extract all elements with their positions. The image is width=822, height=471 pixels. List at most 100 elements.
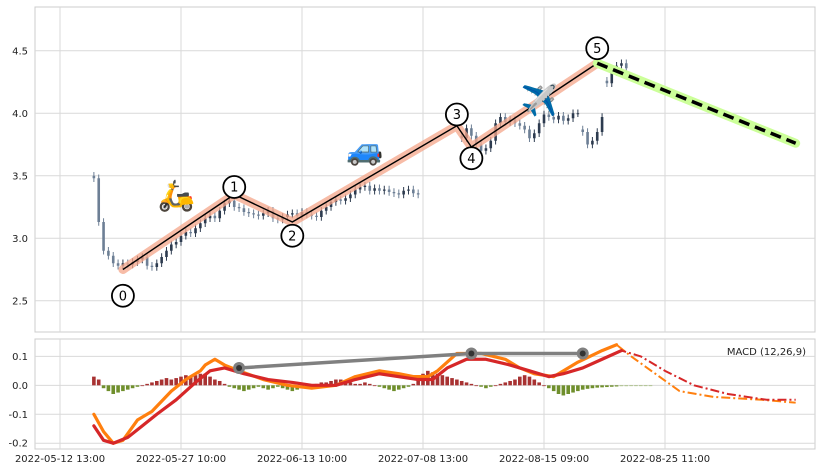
candle-body — [489, 140, 493, 149]
candle-body — [353, 189, 357, 195]
macd-histogram-bar — [401, 385, 406, 389]
macd-histogram-bar — [188, 376, 193, 386]
macd-histogram-bar — [440, 375, 445, 386]
candle-body — [261, 213, 265, 216]
price-forecast — [592, 58, 801, 148]
macd-histogram-bar — [600, 385, 604, 388]
candle-body — [160, 257, 163, 264]
wave-label: 1 — [230, 181, 238, 196]
macd-y-tick: 0.1 — [12, 352, 28, 363]
macd-histogram-bar — [203, 373, 207, 386]
macd-histogram-bar — [392, 385, 396, 392]
candle-body — [247, 212, 251, 214]
candle-body — [184, 232, 188, 236]
candle-body — [595, 132, 599, 141]
candle-body — [528, 129, 531, 139]
macd-histogram-bar — [101, 385, 106, 389]
candle-body — [344, 198, 347, 201]
candle-body — [552, 117, 555, 120]
price-y-tick: 3.0 — [12, 234, 28, 245]
candle-body — [218, 210, 222, 219]
macd-histogram-bar — [411, 383, 416, 386]
macd-histogram-bar — [280, 385, 285, 389]
macd-histogram-bar — [571, 385, 575, 393]
motor-scooter-icon: 🛵 — [157, 179, 194, 214]
macd-histogram-bar — [590, 385, 595, 389]
candle-body — [97, 178, 101, 222]
candle-body — [194, 228, 197, 234]
macd-histogram-bar — [474, 385, 479, 387]
candle-body — [557, 115, 560, 120]
candle-body — [412, 189, 415, 194]
candle-body — [203, 218, 207, 224]
macd-histogram-bar — [397, 385, 401, 390]
candle-body — [116, 263, 120, 266]
price-plot-area — [34, 6, 816, 333]
macd-histogram-bar — [605, 385, 609, 388]
macd-histogram-bar — [498, 383, 503, 386]
macd-histogram-bar — [648, 385, 653, 387]
macd-series-forecast — [601, 343, 796, 404]
macd-histogram-bar — [150, 382, 154, 386]
macd-histogram-bar — [382, 385, 387, 389]
macd-histogram-bar — [629, 385, 633, 387]
elliott-wave-lines — [118, 58, 602, 274]
macd-histogram-bar — [513, 379, 517, 386]
divergence-point-inner — [236, 364, 243, 371]
wave-label-circle — [111, 283, 135, 308]
candle-body — [324, 207, 328, 211]
airplane-icon: ✈️ — [520, 82, 557, 119]
candle-body — [232, 200, 236, 207]
macd-histogram-bar — [363, 382, 367, 386]
price-y-tick-labels: 2.5 3.0 3.5 4.0 4.5 — [12, 46, 28, 307]
macd-histogram-bar — [609, 385, 614, 387]
x-tick-label: 2022-08-25 11:00 — [620, 454, 710, 465]
candle-body — [620, 63, 623, 66]
macd-series-line — [92, 348, 624, 445]
candle-body — [349, 194, 352, 199]
macd-histogram-bar — [145, 383, 149, 386]
candle-body — [624, 63, 628, 69]
wave-label: 3 — [453, 108, 461, 123]
candle-body — [92, 175, 96, 179]
macd-histogram-bar — [222, 383, 227, 386]
candle-body — [242, 208, 246, 212]
candle-body — [402, 190, 405, 195]
wave-line — [122, 62, 598, 271]
wave-label: 4 — [467, 152, 475, 167]
emoji-markers: 🛵 🚙 ✈️ — [157, 82, 557, 214]
macd-histogram-bar — [542, 385, 546, 387]
candle-body — [542, 114, 546, 124]
candle-body — [174, 242, 178, 245]
macd-histogram-bar — [537, 382, 541, 386]
macd-histogram-bar — [532, 379, 537, 386]
candle-body — [339, 199, 343, 201]
wave-label: 5 — [593, 42, 601, 57]
candle-body — [208, 215, 212, 219]
macd-histogram-bar — [266, 385, 270, 390]
macd-histogram-bar — [561, 385, 566, 396]
car-icon: 🚙 — [346, 132, 383, 167]
candle-body — [581, 129, 585, 132]
candle-body — [484, 148, 488, 151]
candle-body — [368, 185, 372, 191]
x-tick-label: 2022-07-08 13:00 — [378, 454, 468, 465]
macd-histogram-bar — [595, 385, 600, 388]
macd-histogram-bar — [416, 379, 420, 386]
x-tick-label: 2022-06-13 10:00 — [257, 454, 347, 465]
macd-histogram-bar — [488, 385, 493, 387]
macd-y-tick: 0.0 — [12, 381, 28, 392]
macd-series-forecast — [601, 349, 796, 401]
macd-histogram-bar — [445, 376, 449, 386]
candle-body — [150, 265, 154, 267]
macd-histogram-bar — [566, 385, 570, 394]
macd-histogram-bar — [285, 385, 290, 390]
macd-histogram-bar — [208, 376, 212, 386]
x-tick-label: 2022-05-27 10:00 — [136, 454, 226, 465]
macd-histogram-bar — [217, 380, 222, 386]
macd-histogram-bar — [155, 380, 159, 386]
macd-histogram-bar — [527, 376, 532, 386]
candle-body — [291, 213, 294, 215]
candle-body — [392, 192, 396, 194]
x-tick-label: 2022-05-12 13:00 — [15, 454, 105, 465]
